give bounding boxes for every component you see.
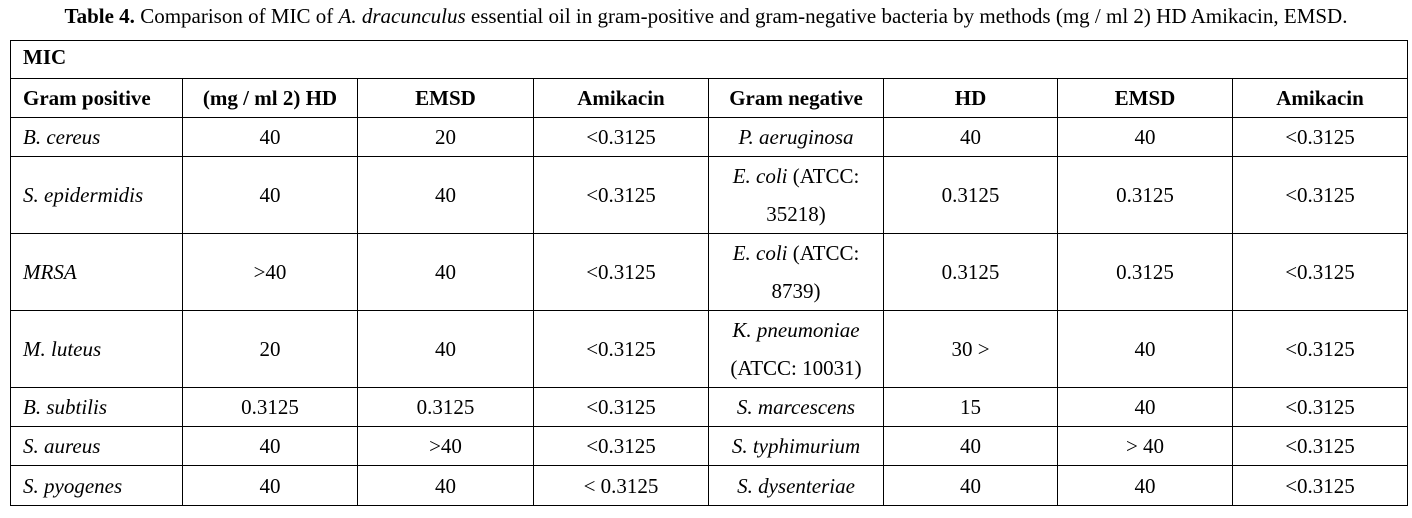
table-row: MRSA >40 40 <0.3125 E. coli (ATCC: 8739) … [10,233,1409,311]
gn-hd-cell: 30 > [883,310,1058,388]
gram-positive-cell: S. aureus [10,426,183,466]
gp-hd-cell: 40 [182,426,358,466]
gn-hd-cell: 40 [883,426,1058,466]
gn-emsd-cell: 40 [1057,387,1233,427]
gn-hd-cell: 0.3125 [883,156,1058,234]
gp-amikacin-cell: <0.3125 [533,156,709,234]
gn-emsd-cell: 40 [1057,465,1233,506]
table-row: S. aureus 40 >40 <0.3125 S. typhimurium … [10,426,1409,466]
group-header: MIC [9,40,1409,79]
gn-species: S. dysenteriae [737,473,855,498]
gp-amikacin-cell: <0.3125 [533,387,709,427]
gp-emsd-cell: 40 [357,465,534,506]
gn-amikacin-cell: <0.3125 [1231,426,1409,466]
gn-emsd-cell: 0.3125 [1057,156,1233,234]
gn-strain-line: 8739) [771,279,821,303]
gn-species: S. marcescens [736,395,856,419]
gram-negative-cell: S. marcescens [708,387,884,427]
gn-hd-cell: 40 [883,465,1058,506]
gn-amikacin-cell: <0.3125 [1231,233,1409,311]
gp-hd-cell: 20 [182,310,358,388]
gram-negative-cell: E. coli (ATCC: 35218) [708,156,884,234]
caption-text-after: essential oil in gram-positive and gram-… [465,4,1348,28]
gn-strain-part: (ATCC: [787,164,860,188]
column-header: EMSD [1057,78,1233,118]
gn-species: E. coli [732,241,788,265]
gp-emsd-cell: 40 [357,233,534,311]
table-caption: Table 4. Comparison of MIC of A. dracunc… [0,0,1412,32]
column-header: (mg / ml 2) HD [182,78,358,118]
gram-negative-cell: K. pneumoniae (ATCC: 10031) [708,310,884,388]
gp-hd-cell: 0.3125 [182,387,358,427]
gn-species: S. typhimurium [731,434,861,458]
gn-amikacin-cell: <0.3125 [1231,387,1409,427]
gp-emsd-cell: 40 [357,310,534,388]
gn-hd-cell: 0.3125 [883,233,1058,311]
gram-positive-cell: M. luteus [10,310,183,388]
table-row: S. epidermidis 40 40 <0.3125 E. coli (AT… [10,156,1409,234]
gram-positive-cell: S. pyogenes [10,465,183,506]
gn-amikacin-cell: <0.3125 [1231,156,1409,234]
table-row: B. cereus 40 20 <0.3125 P. aeruginosa 40… [10,117,1409,157]
gn-amikacin-cell: <0.3125 [1231,465,1409,506]
column-header: Amikacin [1231,78,1409,118]
gp-hd-cell: 40 [182,117,358,157]
gn-strain-line: 35218) [766,202,826,226]
gram-negative-cell: S. typhimurium [708,426,884,466]
gp-amikacin-cell: <0.3125 [533,233,709,311]
table-row: M. luteus 20 40 <0.3125 K. pneumoniae (AT… [10,310,1409,388]
gn-emsd-cell: > 40 [1057,426,1233,466]
gn-strain-line: (ATCC: 10031) [730,356,862,380]
gp-hd-cell: >40 [182,233,358,311]
gn-amikacin-cell: <0.3125 [1231,310,1409,388]
gp-hd-cell: 40 [182,465,358,506]
gp-emsd-cell: 40 [357,156,534,234]
gn-emsd-cell: 40 [1057,117,1233,157]
gram-positive-cell: B. subtilis [10,387,183,427]
column-header: Amikacin [533,78,709,118]
gram-positive-cell: S. epidermidis [10,156,183,234]
gp-emsd-cell: 20 [357,117,534,157]
column-header-row: Gram positive (mg / ml 2) HD EMSD Amikac… [10,78,1409,118]
column-header: EMSD [357,78,534,118]
gp-emsd-cell: 0.3125 [357,387,534,427]
gn-amikacin-cell: <0.3125 [1231,117,1409,157]
gram-negative-cell: E. coli (ATCC: 8739) [708,233,884,311]
table-row: B. subtilis 0.3125 0.3125 <0.3125 S. mar… [10,387,1409,427]
gp-amikacin-cell: <0.3125 [533,117,709,157]
column-header: Gram negative [708,78,884,118]
group-header-row: MIC [9,40,1409,79]
gram-positive-cell: B. cereus [10,117,183,157]
gram-negative-cell: S. dysenteriae [708,465,884,506]
gp-hd-cell: 40 [182,156,358,234]
gp-amikacin-cell: <0.3125 [533,310,709,388]
gn-species: K. pneumoniae [732,318,860,342]
gn-hd-cell: 15 [883,387,1058,427]
caption-species: A. dracunculus [338,4,466,28]
gn-species: P. aeruginosa [738,125,854,149]
gp-amikacin-cell: <0.3125 [533,426,709,466]
gram-negative-cell: P. aeruginosa [708,117,884,157]
gn-species: E. coli [732,164,788,188]
table-row: S. pyogenes 40 40 < 0.3125 S. dysenteria… [10,465,1409,506]
column-header: HD [883,78,1058,118]
gp-emsd-cell: >40 [357,426,534,466]
caption-text-before: Comparison of MIC of [134,4,339,28]
gn-emsd-cell: 0.3125 [1057,233,1233,311]
mic-table: MIC Gram positive (mg / ml 2) HD EMSD Am… [9,40,1409,506]
gn-strain-part: (ATCC: [787,241,860,265]
gp-amikacin-cell: < 0.3125 [533,465,709,506]
table-label: Table 4. [64,4,135,28]
gn-emsd-cell: 40 [1057,310,1233,388]
column-header: Gram positive [10,78,183,118]
gram-positive-cell: MRSA [10,233,183,311]
gn-hd-cell: 40 [883,117,1058,157]
